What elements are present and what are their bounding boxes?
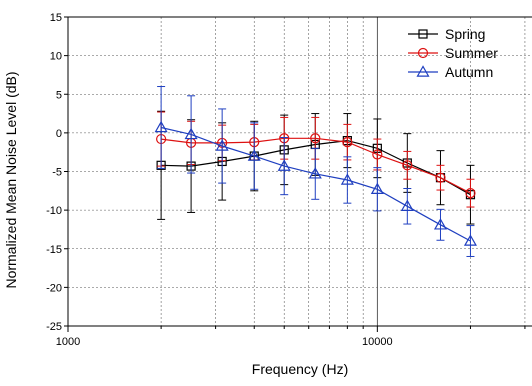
legend: Spring Summer Autumn xyxy=(408,26,498,80)
y-tick-label: -5 xyxy=(52,167,62,179)
summer-point xyxy=(372,149,383,160)
x-tick-label: 10000 xyxy=(362,336,393,348)
summer-point xyxy=(435,172,446,183)
summer-point xyxy=(402,160,413,171)
legend-summer-label: Summer xyxy=(445,45,498,61)
summer-point xyxy=(465,188,476,199)
legend-autumn-label: Autumn xyxy=(445,64,493,80)
y-tick-label: 15 xyxy=(50,12,62,24)
autumn-line xyxy=(160,126,471,242)
legend-summer-marker xyxy=(417,47,429,59)
y-tick-label: -20 xyxy=(46,282,62,294)
autumn-point xyxy=(215,139,229,151)
grid-lines xyxy=(68,17,532,326)
axes: 15 10 5 0 -5 -10 -15 -20 -25 1000 10000 xyxy=(46,12,532,348)
series-layer xyxy=(154,86,477,257)
y-tick-label: -25 xyxy=(46,321,62,333)
autumn-point xyxy=(184,127,198,140)
summer-point xyxy=(310,133,321,144)
y-tick-label: -15 xyxy=(46,244,62,256)
y-tick-label: 5 xyxy=(56,89,62,101)
autumn-point xyxy=(370,182,384,194)
autumn-point xyxy=(400,199,414,211)
summer-point xyxy=(342,137,353,148)
y-tick-label: -10 xyxy=(46,205,62,217)
legend-autumn-marker xyxy=(416,65,430,77)
y-tick-label: 0 xyxy=(56,128,62,140)
autumn-point xyxy=(433,218,448,230)
autumn-point xyxy=(340,173,354,185)
autumn-point xyxy=(247,149,261,161)
y-tick-label: 10 xyxy=(50,51,62,63)
legend-spring-marker xyxy=(418,29,428,39)
series-autumn xyxy=(154,86,477,257)
autumn-point xyxy=(154,120,168,133)
autumn-point xyxy=(463,234,477,246)
autumn-point xyxy=(308,167,322,179)
autumn-point xyxy=(277,159,291,171)
x-axis-label: Frequency (Hz) xyxy=(252,361,348,377)
y-axis-label: Normalized Mean Noise Level (dB) xyxy=(3,71,19,288)
x-tick-label: 1000 xyxy=(56,336,80,348)
legend-spring-label: Spring xyxy=(445,26,485,42)
summer-line xyxy=(161,137,471,194)
